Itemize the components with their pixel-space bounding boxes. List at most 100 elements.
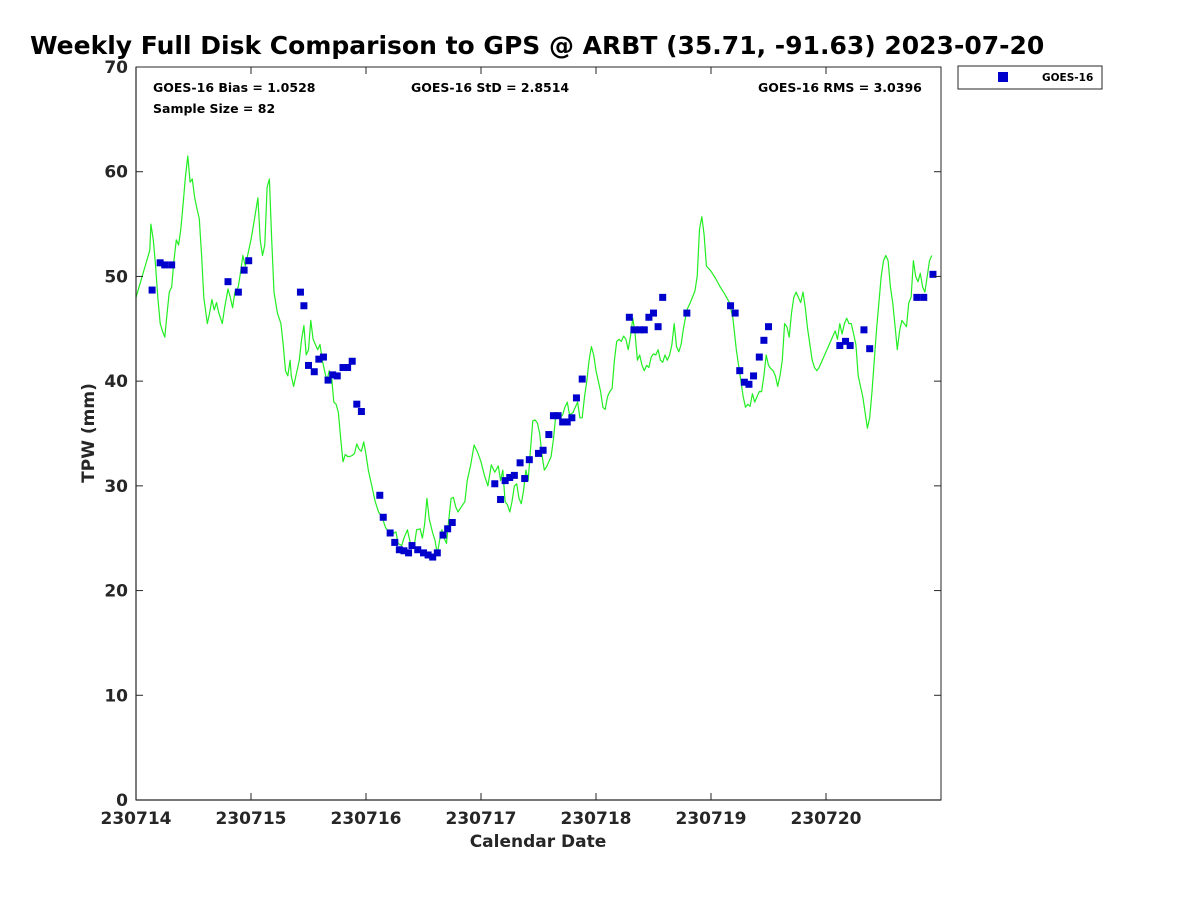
legend-marker-square-icon <box>998 72 1008 82</box>
goes16-point <box>315 355 323 363</box>
goes16-point <box>630 326 638 334</box>
y-tick-label: 40 <box>104 372 128 392</box>
goes16-point <box>913 293 921 301</box>
goes16-point <box>516 459 524 467</box>
goes16-point <box>521 475 529 483</box>
goes16-point <box>525 456 533 464</box>
goes16-point <box>339 364 347 372</box>
goes16-point <box>353 400 361 408</box>
goes16-point <box>727 302 735 310</box>
goes16-point <box>224 278 232 286</box>
goes16-point <box>414 546 422 554</box>
gps-tpw-line <box>135 155 933 555</box>
goes16-point <box>240 266 248 274</box>
goes16-point <box>376 491 384 499</box>
goes16-point <box>846 342 854 350</box>
std-stat: GOES-16 StD = 2.8514 <box>411 80 569 95</box>
goes16-point <box>296 288 304 296</box>
goes16-point <box>319 353 327 361</box>
x-tick-label: 230720 <box>791 809 862 829</box>
goes16-point <box>920 293 928 301</box>
goes16-point <box>497 495 505 503</box>
goes16-point <box>395 546 403 554</box>
gps-series-line-group <box>135 155 933 555</box>
goes16-point <box>929 270 937 278</box>
goes16-point <box>731 309 739 317</box>
goes16-point <box>429 553 437 561</box>
y-tick-label: 70 <box>104 58 128 78</box>
goes16-point <box>539 446 547 454</box>
y-tick-label: 0 <box>116 791 128 811</box>
goes16-point <box>156 259 164 267</box>
x-tick-label: 230719 <box>676 809 747 829</box>
plot-area <box>135 66 942 801</box>
goes16-point <box>333 372 341 380</box>
goes16-point <box>405 549 413 557</box>
goes16-point <box>506 473 514 481</box>
goes16-point <box>348 357 356 365</box>
goes16-point <box>683 309 691 317</box>
x-tick-label: 230718 <box>561 809 632 829</box>
x-axis-label: Calendar Date <box>470 832 607 852</box>
goes16-point <box>433 549 441 557</box>
goes16-point <box>535 449 542 457</box>
rms-stat: GOES-16 RMS = 3.0396 <box>758 80 922 95</box>
goes16-point <box>510 471 518 479</box>
goes16-point <box>379 513 387 521</box>
y-axis-label: TPW (mm) <box>79 383 99 483</box>
goes16-point <box>357 408 365 416</box>
goes16-point <box>745 380 753 388</box>
goes16-point <box>168 261 176 269</box>
goes16-point <box>391 538 399 546</box>
goes16-point <box>300 302 308 310</box>
goes16-point <box>860 326 868 334</box>
y-tick-label: 20 <box>104 582 128 602</box>
goes16-point <box>234 288 242 296</box>
goes16-point <box>625 313 633 321</box>
legend-label: GOES-16 <box>1042 72 1093 84</box>
goes16-point <box>640 326 648 334</box>
goes16-point <box>568 414 576 422</box>
goes16-point <box>736 367 744 375</box>
goes16-point <box>344 364 352 372</box>
goes16-point <box>491 480 499 488</box>
goes16-point <box>572 394 580 402</box>
goes16-point <box>305 361 312 369</box>
goes16-point <box>549 412 557 420</box>
y-tick-label: 50 <box>104 267 128 287</box>
goes16-point <box>654 323 662 331</box>
goes16-point <box>386 529 394 537</box>
goes16-point <box>545 431 553 439</box>
goes16-point <box>501 477 509 485</box>
goes16-point <box>444 525 452 533</box>
goes16-point <box>439 531 447 539</box>
x-ticks: 230714 230715 230716 230717 230718 230719 2307… <box>101 67 862 829</box>
goes16-point <box>554 412 562 420</box>
goes16-point <box>559 418 567 426</box>
y-ticks: 0 10 20 30 40 50 60 70 <box>104 58 941 811</box>
goes16-point <box>310 368 318 376</box>
goes16-point <box>765 323 772 331</box>
goes16-point <box>750 372 758 380</box>
goes16-point <box>424 551 432 559</box>
x-tick-label: 230715 <box>216 809 287 829</box>
x-tick-label: 230714 <box>101 809 172 829</box>
goes16-point <box>578 375 586 383</box>
goes16-point <box>650 309 657 317</box>
goes16-point <box>866 345 874 353</box>
legend: GOES-16 <box>957 65 1103 90</box>
goes16-point <box>563 418 571 426</box>
goes16-point <box>645 313 653 321</box>
goes16-point <box>408 542 416 550</box>
x-tick-label: 230716 <box>331 809 402 829</box>
goes16-point <box>636 326 644 334</box>
goes16-point <box>448 519 456 527</box>
goes16-point <box>842 337 850 345</box>
goes16-point <box>836 342 844 350</box>
y-tick-label: 30 <box>104 477 128 497</box>
goes16-point <box>329 371 337 379</box>
y-tick-label: 10 <box>104 686 128 706</box>
goes16-series-points-group <box>148 257 937 561</box>
goes16-point <box>420 549 427 557</box>
